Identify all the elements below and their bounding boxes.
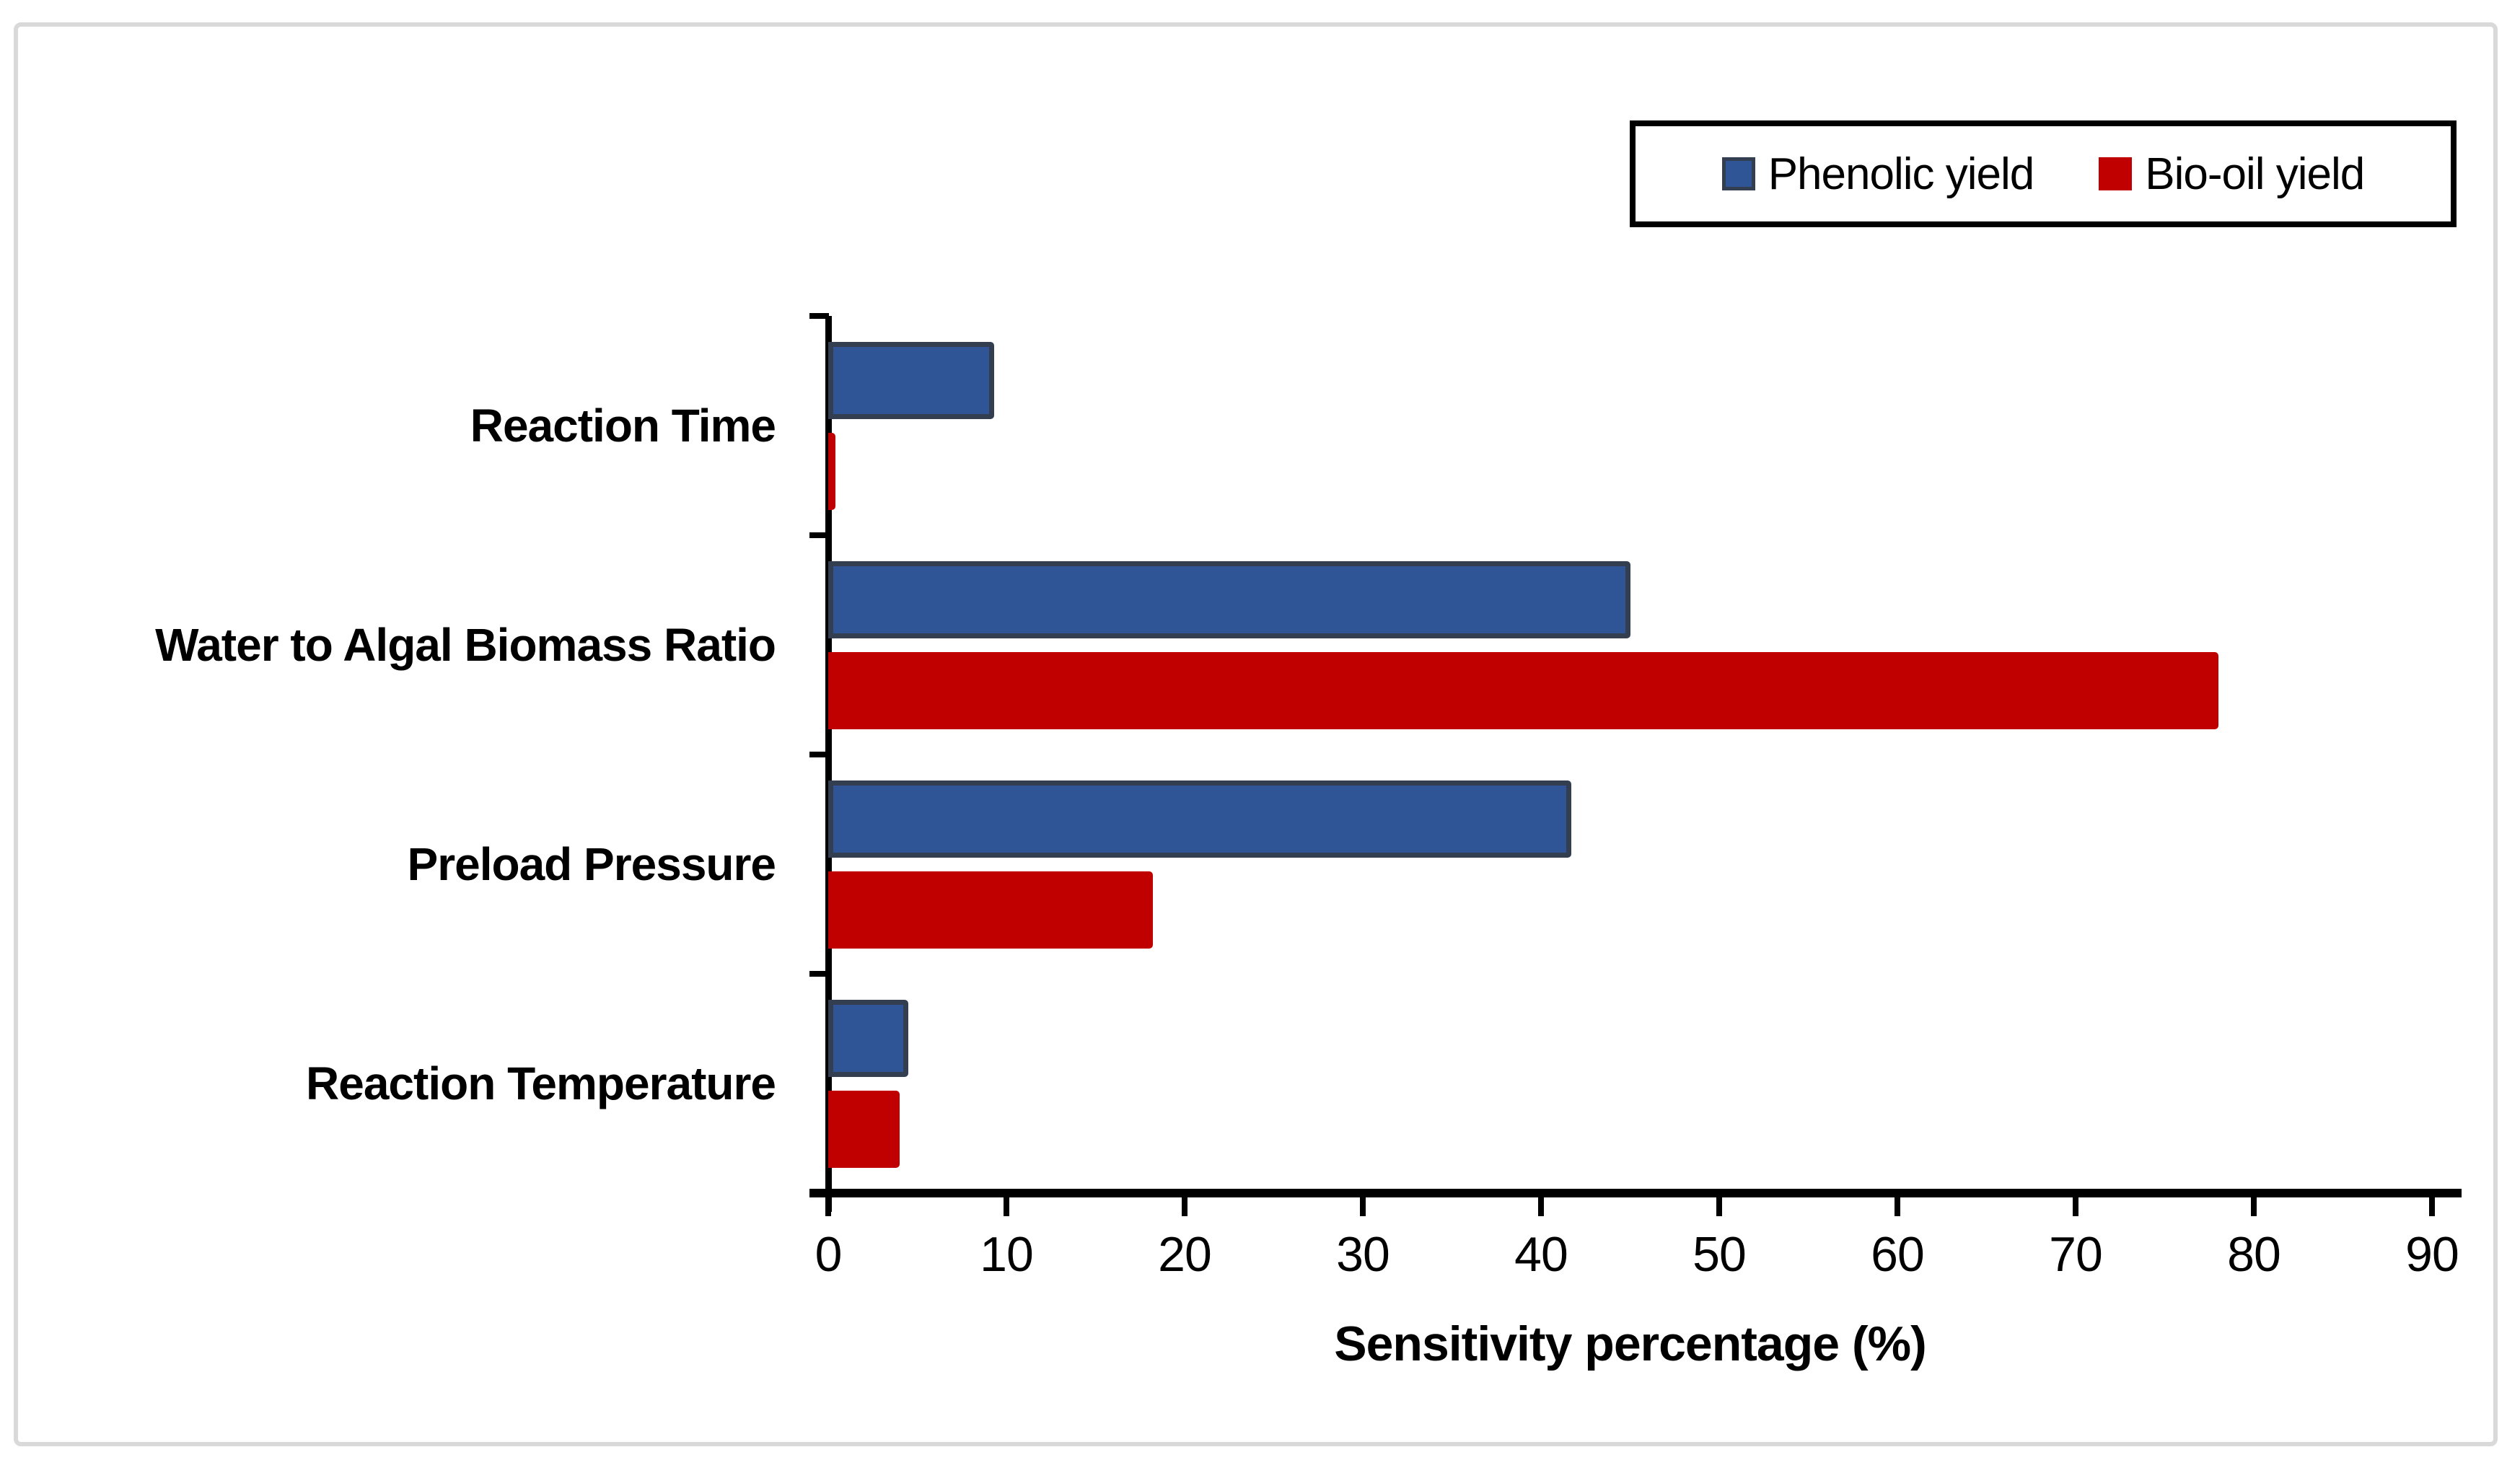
x-tick-label: 90 <box>2405 1227 2459 1282</box>
x-tick-label: 40 <box>1514 1227 1568 1282</box>
x-axis-title: Sensitivity percentage (%) <box>1334 1316 1926 1371</box>
x-axis-tick <box>2073 1197 2078 1216</box>
bio-oil-yield-swatch-icon <box>2099 157 2133 190</box>
x-tick-label: 70 <box>2049 1227 2103 1282</box>
x-axis-tick <box>1716 1197 1722 1216</box>
band-water-to-algal-biomass-ratio <box>828 535 2432 755</box>
figure-frame <box>14 22 2498 1446</box>
legend-item-bio-oil-yield: Bio-oil yield <box>2099 149 2365 200</box>
bar-reaction-time-phenolic-yield <box>828 342 994 419</box>
x-axis-tick <box>825 1197 831 1216</box>
legend-label-phenolic-yield: Phenolic yield <box>1768 149 2035 199</box>
legend-item-phenolic-yield: Phenolic yield <box>1721 149 2035 200</box>
bar-reaction-time-bio-oil-yield <box>828 433 835 510</box>
category-label-reaction-time: Reaction Time <box>470 400 776 452</box>
category-label-reaction-temperature: Reaction Temperature <box>306 1057 776 1109</box>
band-reaction-temperature <box>828 974 2432 1193</box>
plot-area: 0 10 20 30 40 50 60 70 80 90 Sensitivity… <box>815 316 2459 1371</box>
band-preload-pressure <box>828 755 2432 974</box>
category-axis-tick <box>809 752 829 757</box>
bar-reaction-temperature-bio-oil-yield <box>828 1091 900 1168</box>
band-reaction-time <box>828 316 2432 535</box>
x-tick-label: 10 <box>980 1227 1034 1282</box>
x-tick-label: 20 <box>1158 1227 1212 1282</box>
bar-water-to-algal-biomass-ratio-phenolic-yield <box>828 561 1630 638</box>
category-axis-tick <box>809 971 829 977</box>
x-axis-tick <box>1895 1197 1900 1216</box>
x-axis-tick <box>2251 1197 2257 1216</box>
category-axis-tick <box>809 532 829 538</box>
legend-label-bio-oil-yield: Bio-oil yield <box>2145 149 2365 199</box>
x-axis-tick <box>2429 1197 2435 1216</box>
x-axis-tick <box>1004 1197 1009 1216</box>
x-axis-tick <box>1182 1197 1187 1216</box>
legend: Phenolic yield Bio-oil yield <box>1630 120 2457 227</box>
x-axis-tick <box>1538 1197 1544 1216</box>
y-axis-line <box>825 316 832 1212</box>
x-tick-label: 30 <box>1336 1227 1390 1282</box>
bar-preload-pressure-phenolic-yield <box>828 780 1571 858</box>
bar-water-to-algal-biomass-ratio-bio-oil-yield <box>828 652 2218 729</box>
category-label-water-to-algal-biomass-ratio: Water to Algal Biomass Ratio <box>155 619 776 671</box>
x-tick-label: 80 <box>2227 1227 2281 1282</box>
x-tick-label: 60 <box>1871 1227 1925 1282</box>
category-axis-tick <box>809 313 829 319</box>
category-label-preload-pressure: Preload Pressure <box>407 838 777 890</box>
x-axis-line <box>809 1189 2462 1197</box>
x-axis-tick <box>1360 1197 1366 1216</box>
x-tick-label: 50 <box>1693 1227 1747 1282</box>
x-tick-label: 0 <box>815 1227 843 1282</box>
phenolic-yield-swatch-icon <box>1721 157 1755 190</box>
bar-preload-pressure-bio-oil-yield <box>828 871 1153 949</box>
bar-reaction-temperature-phenolic-yield <box>828 1000 909 1077</box>
